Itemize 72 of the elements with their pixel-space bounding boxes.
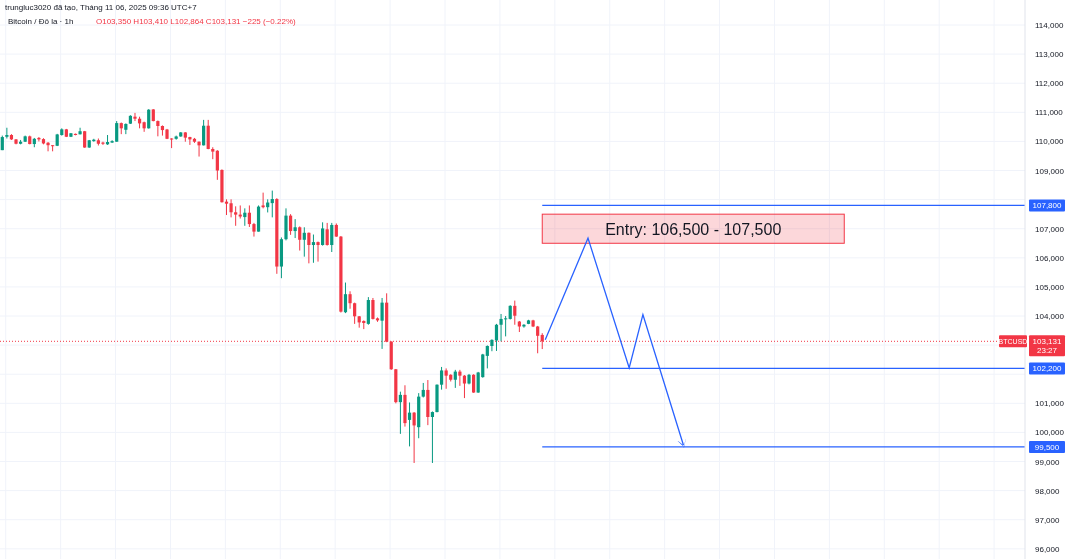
candlestick (234, 205, 238, 227)
candlestick (439, 366, 444, 391)
candlestick (348, 290, 352, 310)
y-tick-label: 109,000 (1035, 166, 1065, 176)
candlestick (311, 234, 316, 264)
candlestick (188, 136, 192, 146)
y-tick-label: 99,000 (1035, 457, 1061, 467)
candlestick (302, 226, 306, 258)
candlestick (206, 119, 210, 150)
candlestick (46, 141, 50, 152)
candlestick (536, 325, 540, 354)
ref-line-label: 103,131 (1032, 337, 1063, 347)
y-tick-label: 96,000 (1035, 544, 1061, 554)
y-tick-label: 105,000 (1035, 282, 1065, 292)
y-tick-label: 112,000 (1035, 79, 1064, 89)
y-tick-label: 111,000 (1035, 108, 1064, 118)
candlestick (343, 282, 348, 314)
candlestick (371, 297, 375, 321)
candlestick (453, 369, 457, 389)
candlestick (407, 401, 412, 447)
candlestick (247, 204, 251, 228)
y-tick-label: 106,000 (1035, 253, 1065, 263)
candlestick (270, 190, 274, 218)
candlestick (5, 127, 9, 140)
ref-line-label: 99,500 (1034, 442, 1060, 452)
candlestick (261, 192, 265, 209)
candlestick (156, 119, 160, 137)
text: O103,350 H103,410 L102,864 C103,131 −225 (−0.22%) (96, 17, 297, 26)
y-tick-label: 101,000 (1035, 399, 1065, 409)
y-tick-label: 110,000 (1035, 137, 1064, 147)
ref-line-label: 107,800 (1032, 201, 1063, 211)
candlestick (398, 391, 402, 435)
candlestick (307, 232, 311, 264)
annotation: trungluc3020 đã tạo, Tháng 11 06, 2025 09:36 UTC+7 (5, 3, 198, 12)
candlestick (325, 222, 329, 247)
candlestick (430, 410, 435, 464)
candlestick (458, 369, 462, 387)
candlestick (499, 313, 503, 342)
y-tick-label: 113,000 (1035, 50, 1064, 60)
candlestick (472, 373, 476, 394)
y-tick-label: 107,000 (1035, 224, 1065, 234)
y-tick-label: 100,000 (1035, 428, 1065, 438)
candlestick (288, 213, 293, 236)
candlestick (115, 120, 119, 143)
candlestick (462, 374, 467, 399)
candlestick (504, 315, 508, 337)
y-tick-label: 114,000 (1035, 21, 1064, 31)
text: Bitcoin / Đô la · 1h (8, 17, 74, 26)
candlestick (284, 207, 288, 241)
ref-line-label: 102,200 (1032, 364, 1063, 374)
candlestick (490, 338, 494, 352)
candlestick (380, 297, 384, 350)
candlestick (513, 300, 517, 326)
candlestick (202, 119, 206, 146)
candlestick (366, 296, 370, 326)
candlestick (321, 221, 325, 247)
candlestick (169, 137, 174, 149)
candlestick (494, 323, 499, 352)
candlestick (197, 140, 201, 158)
y-tick-label: 98,000 (1035, 486, 1061, 496)
candlestick (444, 367, 448, 390)
candlestick (133, 112, 137, 122)
candlestick (229, 198, 233, 218)
candlestick (293, 218, 297, 239)
candlestick (485, 344, 489, 369)
candlestick (298, 225, 302, 252)
candlestick (330, 222, 334, 253)
y-tick-label: 97,000 (1035, 515, 1061, 525)
band-label: Entry: 106,500 - 107,500 (605, 220, 782, 238)
candlestick (147, 108, 151, 130)
y-tick-label: 104,000 (1035, 312, 1065, 322)
text: 23:27 (1036, 346, 1058, 356)
